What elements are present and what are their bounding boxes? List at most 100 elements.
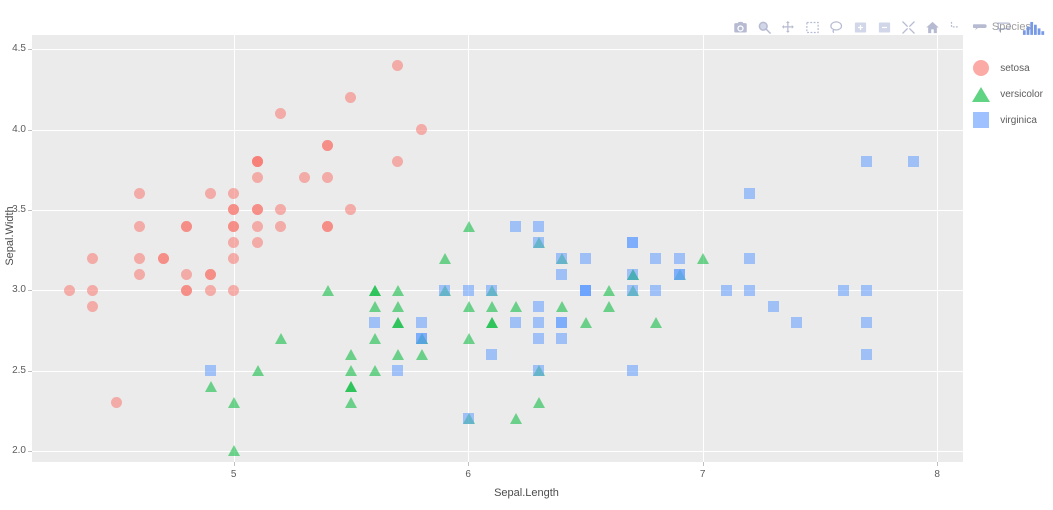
data-point-setosa[interactable] xyxy=(157,252,169,264)
data-point-versicolor[interactable] xyxy=(392,316,405,328)
data-point-setosa[interactable] xyxy=(228,252,240,264)
data-point-versicolor[interactable] xyxy=(650,316,663,328)
data-point-versicolor[interactable] xyxy=(509,300,522,312)
data-point-versicolor[interactable] xyxy=(509,413,522,425)
data-point-virginica[interactable] xyxy=(462,284,474,296)
data-point-versicolor[interactable] xyxy=(603,300,616,312)
data-point-setosa[interactable] xyxy=(181,284,193,296)
data-point-versicolor[interactable] xyxy=(345,365,358,376)
data-point-versicolor[interactable] xyxy=(392,284,405,296)
data-point-virginica[interactable] xyxy=(533,300,545,312)
data-point-setosa[interactable] xyxy=(415,124,427,136)
zoom-out-icon[interactable] xyxy=(877,20,892,35)
data-point-versicolor[interactable] xyxy=(345,348,358,360)
data-point-virginica[interactable] xyxy=(579,284,591,296)
data-point-setosa[interactable] xyxy=(321,140,333,152)
data-point-setosa[interactable] xyxy=(87,252,99,264)
data-point-virginica[interactable] xyxy=(626,268,638,280)
plotly-logo-icon[interactable] xyxy=(1021,19,1047,35)
data-point-versicolor[interactable] xyxy=(439,252,452,264)
data-point-setosa[interactable] xyxy=(181,268,193,280)
data-point-versicolor[interactable] xyxy=(486,300,499,312)
data-point-setosa[interactable] xyxy=(134,220,146,232)
legend[interactable]: setosa versicolor virginica xyxy=(968,55,1043,133)
data-point-virginica[interactable] xyxy=(861,348,873,360)
data-point-setosa[interactable] xyxy=(228,236,240,248)
data-point-setosa[interactable] xyxy=(251,156,263,168)
data-point-setosa[interactable] xyxy=(110,397,122,409)
data-point-virginica[interactable] xyxy=(556,316,568,328)
data-point-versicolor[interactable] xyxy=(392,348,405,360)
data-point-virginica[interactable] xyxy=(744,188,756,200)
pan-move-icon[interactable] xyxy=(781,20,796,35)
legend-item-setosa[interactable]: setosa xyxy=(968,55,1043,81)
data-point-setosa[interactable] xyxy=(228,204,240,216)
data-point-virginica[interactable] xyxy=(767,300,779,312)
data-point-virginica[interactable] xyxy=(720,284,732,296)
data-point-setosa[interactable] xyxy=(345,92,357,104)
data-point-setosa[interactable] xyxy=(228,188,240,200)
data-point-virginica[interactable] xyxy=(486,284,498,296)
data-point-virginica[interactable] xyxy=(861,316,873,328)
camera-icon[interactable] xyxy=(733,20,748,35)
data-point-virginica[interactable] xyxy=(744,284,756,296)
data-point-virginica[interactable] xyxy=(556,252,568,264)
data-point-virginica[interactable] xyxy=(533,220,545,232)
home-reset-axes-icon[interactable] xyxy=(925,20,940,35)
data-point-virginica[interactable] xyxy=(650,252,662,264)
plot-panel[interactable] xyxy=(32,35,963,462)
data-point-versicolor[interactable] xyxy=(486,316,499,328)
data-point-virginica[interactable] xyxy=(556,268,568,280)
data-point-virginica[interactable] xyxy=(533,316,545,328)
zoom-magnifier-icon[interactable] xyxy=(757,20,772,35)
data-point-setosa[interactable] xyxy=(251,236,263,248)
data-point-virginica[interactable] xyxy=(673,252,685,264)
data-point-virginica[interactable] xyxy=(790,316,802,328)
data-point-setosa[interactable] xyxy=(251,204,263,216)
data-point-setosa[interactable] xyxy=(345,204,357,216)
data-point-virginica[interactable] xyxy=(509,316,521,328)
data-point-virginica[interactable] xyxy=(861,156,873,168)
data-point-setosa[interactable] xyxy=(275,204,287,216)
data-point-setosa[interactable] xyxy=(228,284,240,296)
data-point-versicolor[interactable] xyxy=(204,381,217,393)
data-point-versicolor[interactable] xyxy=(415,348,428,360)
data-point-setosa[interactable] xyxy=(134,188,146,200)
data-point-virginica[interactable] xyxy=(837,284,849,296)
data-point-setosa[interactable] xyxy=(87,284,99,296)
data-point-versicolor[interactable] xyxy=(228,445,241,457)
lasso-select-icon[interactable] xyxy=(829,20,844,35)
data-point-virginica[interactable] xyxy=(486,348,498,360)
data-point-versicolor[interactable] xyxy=(368,332,381,344)
data-point-setosa[interactable] xyxy=(228,220,240,232)
data-point-setosa[interactable] xyxy=(298,172,310,184)
data-point-virginica[interactable] xyxy=(392,365,404,376)
data-point-versicolor[interactable] xyxy=(533,397,546,409)
data-point-setosa[interactable] xyxy=(204,268,216,280)
data-point-virginica[interactable] xyxy=(533,332,545,344)
data-point-virginica[interactable] xyxy=(673,268,685,280)
data-point-versicolor[interactable] xyxy=(579,316,592,328)
data-point-versicolor[interactable] xyxy=(321,284,334,296)
data-point-versicolor[interactable] xyxy=(697,252,710,264)
data-point-versicolor[interactable] xyxy=(368,365,381,376)
data-point-versicolor[interactable] xyxy=(345,381,358,393)
legend-item-versicolor[interactable]: versicolor xyxy=(968,81,1043,107)
data-point-versicolor[interactable] xyxy=(251,365,264,376)
data-point-virginica[interactable] xyxy=(462,413,474,425)
data-point-versicolor[interactable] xyxy=(462,300,475,312)
data-point-setosa[interactable] xyxy=(321,172,333,184)
data-point-virginica[interactable] xyxy=(556,332,568,344)
data-point-virginica[interactable] xyxy=(650,284,662,296)
data-point-setosa[interactable] xyxy=(275,108,287,120)
data-point-versicolor[interactable] xyxy=(368,284,381,296)
data-point-versicolor[interactable] xyxy=(603,284,616,296)
data-point-setosa[interactable] xyxy=(64,284,76,296)
data-point-setosa[interactable] xyxy=(275,220,287,232)
data-point-setosa[interactable] xyxy=(87,300,99,312)
data-point-virginica[interactable] xyxy=(861,284,873,296)
data-point-virginica[interactable] xyxy=(509,220,521,232)
data-point-setosa[interactable] xyxy=(204,284,216,296)
data-point-setosa[interactable] xyxy=(392,156,404,168)
data-point-virginica[interactable] xyxy=(439,284,451,296)
